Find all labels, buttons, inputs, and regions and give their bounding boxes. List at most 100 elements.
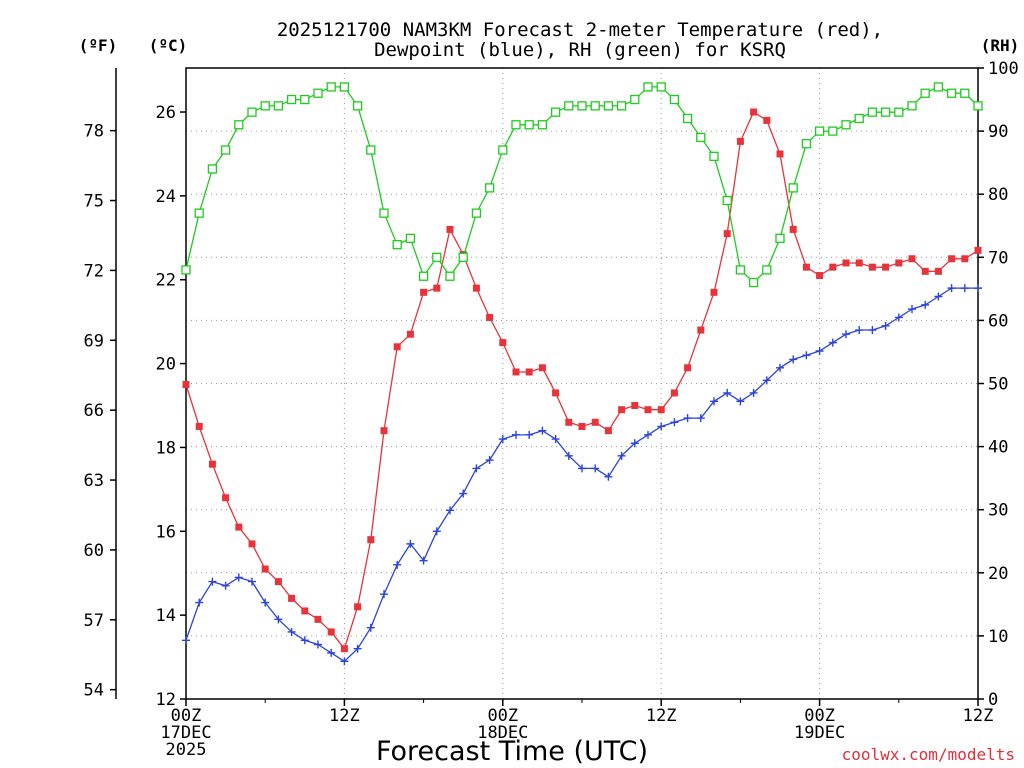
- rh-point: [313, 88, 323, 98]
- rh-point: [524, 120, 534, 130]
- dewpoint-point: [974, 284, 982, 293]
- dewpoint-point: [248, 577, 256, 586]
- rh-point: [696, 132, 706, 143]
- 2-meter-temperature-point: [235, 523, 243, 531]
- dewpoint-point: [776, 363, 784, 372]
- 2-meter-temperature-point: [472, 284, 480, 292]
- 2-meter-temperature-point: [684, 364, 692, 372]
- rh-point: [260, 101, 270, 111]
- x-tick-label: 12Z: [329, 706, 360, 726]
- rh-tick-label: 100: [988, 59, 1019, 79]
- fahrenheit-tick-label: 72: [84, 261, 104, 281]
- 2-meter-temperature-point: [195, 422, 203, 430]
- dewpoint-point: [630, 439, 639, 448]
- dewpoint-point: [195, 598, 204, 607]
- dewpoint-point: [908, 305, 916, 314]
- dewpoint-point: [485, 456, 494, 465]
- x-tick-label: 00Z: [171, 706, 202, 726]
- dewpoint-point: [855, 326, 864, 335]
- chart-title-line2: Dewpoint (blue), RH (green) for KSRQ: [374, 39, 786, 61]
- 2-meter-temperature-point: [750, 108, 758, 116]
- rh-point: [405, 233, 416, 244]
- rh-point: [748, 277, 759, 288]
- rh-point: [630, 94, 640, 105]
- dewpoint-point: [723, 388, 732, 397]
- rh-point: [339, 82, 350, 92]
- 2-meter-temperature-point: [591, 418, 599, 426]
- rh-point: [247, 107, 257, 117]
- x-tick-label: 19DEC: [794, 723, 845, 743]
- 2-meter-temperature-point: [525, 368, 533, 376]
- dewpoint-point: [419, 556, 428, 565]
- fahrenheit-tick-label: 63: [84, 471, 104, 491]
- dewpoint-point: [564, 451, 573, 460]
- dewpoint-point: [300, 636, 309, 645]
- dewpoint-point: [644, 430, 652, 439]
- dewpoint-point: [287, 627, 296, 636]
- x-tick-label: 18DEC: [477, 723, 528, 743]
- 2-meter-temperature-point: [486, 313, 494, 321]
- dewpoint-point: [538, 426, 547, 435]
- dewpoint-point: [868, 326, 877, 335]
- rh-tick-label: 40: [988, 438, 1008, 458]
- dewpoint-point: [380, 590, 388, 599]
- rh-point: [418, 271, 429, 281]
- 2-meter-temperature-point: [354, 603, 362, 611]
- dewpoint-point: [894, 313, 903, 322]
- x-tick-label: 12Z: [646, 706, 677, 726]
- rh-point: [286, 94, 297, 105]
- celsius-tick-label: 26: [156, 103, 176, 123]
- series-layer: [181, 82, 983, 666]
- 2-meter-temperature-point: [274, 578, 282, 586]
- 2-meter-temperature-point: [327, 628, 335, 636]
- x-axis-title: Forecast Time (UTC): [376, 736, 648, 767]
- 2-meter-temperature-point: [934, 267, 942, 275]
- 2-meter-temperature-point: [538, 364, 546, 372]
- 2-meter-temperature-point: [433, 284, 441, 292]
- credit-text: coolwx.com/modelts: [842, 745, 1015, 764]
- rh-point: [564, 101, 574, 111]
- celsius-tick-label: 16: [156, 522, 176, 542]
- rh-tick-label: 80: [988, 185, 1008, 205]
- 2-meter-temperature-point: [895, 259, 903, 267]
- dewpoint-point: [960, 284, 969, 293]
- dewpoint-point: [736, 397, 745, 406]
- x-tick-label: 00Z: [804, 706, 835, 726]
- rh-point: [722, 195, 732, 206]
- rh-tick-label: 60: [988, 311, 1008, 331]
- rh-point: [220, 145, 231, 155]
- x-tick-label: 17DEC: [160, 723, 211, 743]
- 2-meter-temperature-point: [710, 288, 718, 296]
- 2-meter-temperature-point: [670, 389, 678, 397]
- 2-meter-temperature-point: [829, 263, 837, 271]
- 2-meter-temperature-point: [736, 137, 744, 145]
- rh-point: [894, 107, 904, 117]
- dewpoint-point: [842, 330, 850, 339]
- dewpoint-line: [185, 287, 978, 663]
- 2-meter-temperature-point: [842, 259, 850, 267]
- rh-point: [762, 265, 772, 275]
- celsius-unit-label: (ºC): [149, 36, 188, 55]
- dewpoint-point: [789, 355, 798, 364]
- 2-meter-temperature-point: [301, 607, 309, 615]
- rh-tick-label: 90: [988, 122, 1008, 142]
- 2-meter-temperature-line: [185, 111, 979, 651]
- rh-point: [841, 120, 851, 130]
- rh-point: [445, 271, 455, 281]
- 2-meter-temperature-point: [578, 422, 586, 430]
- dewpoint-point: [261, 598, 270, 607]
- x-tick-label: 00Z: [487, 706, 518, 726]
- 2-meter-temperature-point: [512, 368, 520, 376]
- rh-point: [946, 88, 957, 98]
- rh-point: [352, 101, 363, 111]
- 2-meter-temperature-point: [868, 263, 876, 271]
- dewpoint-point: [683, 414, 692, 423]
- dewpoint-point: [551, 435, 560, 444]
- rh-point: [775, 233, 785, 244]
- 2-meter-temperature-point: [604, 427, 612, 435]
- 2-meter-temperature-point: [723, 230, 731, 238]
- 2-meter-temperature-point: [644, 406, 652, 414]
- dewpoint-point: [828, 338, 837, 347]
- rh-point: [907, 101, 917, 111]
